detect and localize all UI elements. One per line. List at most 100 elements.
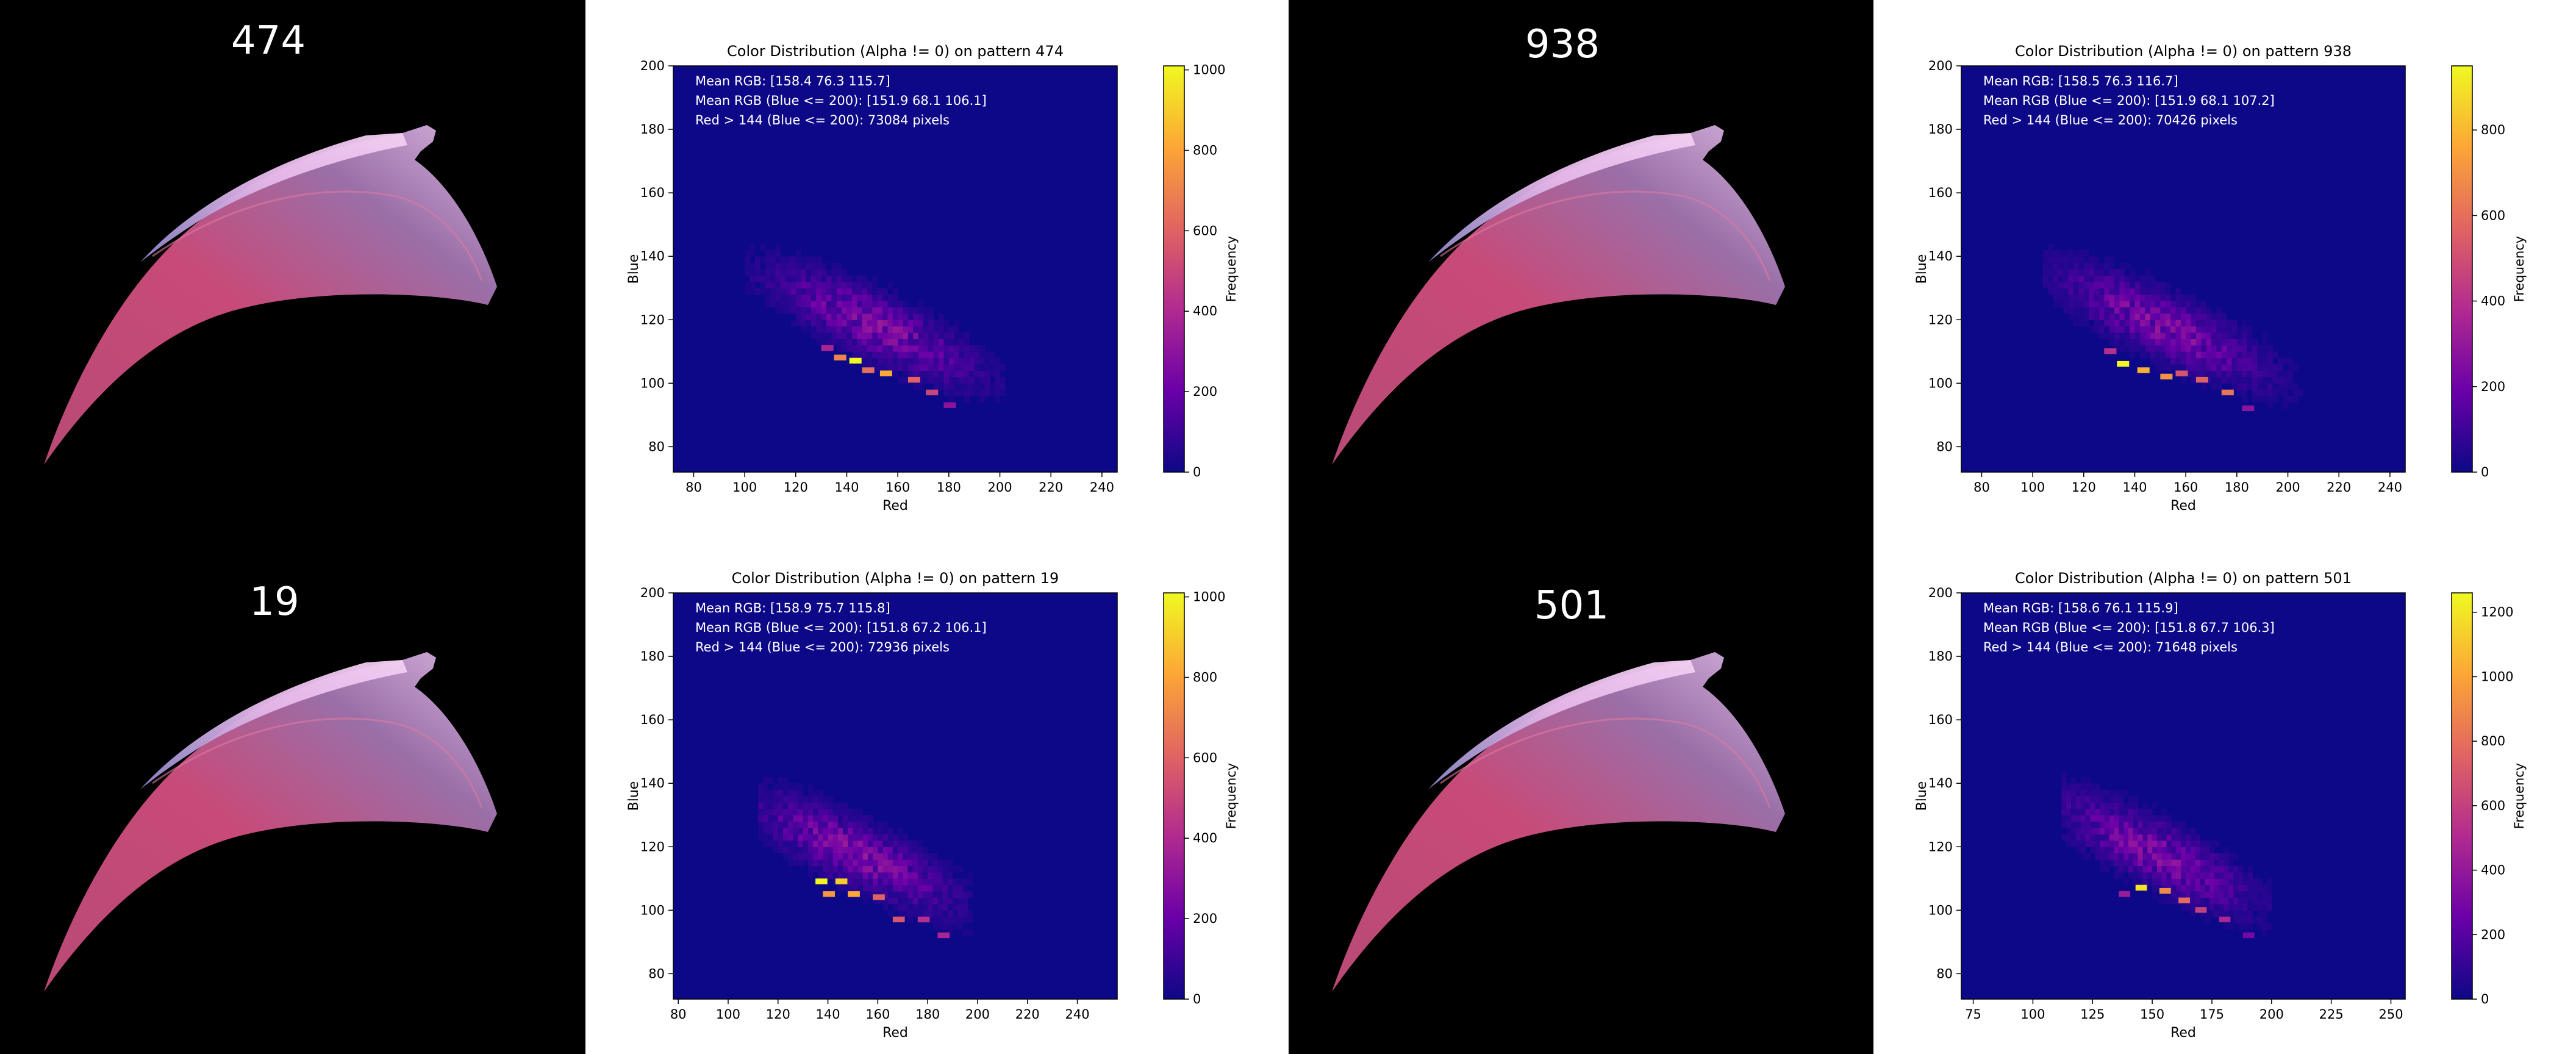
heatmap-cell [831, 320, 837, 327]
heatmap-cell [862, 326, 868, 333]
heatmap-cell [2214, 884, 2220, 892]
heatmap-cell [907, 320, 914, 327]
heatmap-cell [948, 326, 954, 333]
heatmap-cell [807, 783, 814, 790]
heatmap-cell [793, 789, 798, 797]
heatmap-cell [2272, 364, 2278, 371]
heatmap-cell [867, 313, 873, 320]
x-tick-label: 140 [2122, 480, 2147, 495]
heatmap-cell [2209, 847, 2215, 854]
heatmap-cell [957, 891, 963, 898]
heatmap-cell [778, 821, 784, 828]
heatmap-cell [2161, 847, 2167, 854]
heatmap-cell [842, 294, 848, 301]
heatmap-cell [2216, 326, 2222, 333]
x-tick-label: 180 [937, 480, 961, 495]
heatmap-cell [1000, 383, 1006, 390]
heatmap-cell [2134, 326, 2141, 333]
heatmap-cell [810, 301, 817, 307]
heatmap-cell [882, 307, 888, 314]
heatmap-cell [2109, 815, 2114, 822]
heatmap-cell [995, 376, 1001, 384]
heatmap-cell [2119, 339, 2125, 346]
heatmap-cell [2224, 853, 2229, 860]
heatmap-cell [795, 249, 801, 257]
heatmap-cell [2058, 294, 2064, 301]
heatmap-cell [813, 828, 818, 834]
y-tick-label: 140 [1928, 249, 1953, 264]
heatmap-cell [2147, 828, 2153, 834]
heatmap-cell [2201, 313, 2207, 320]
heatmap-cell [2171, 872, 2177, 879]
x-tick-label: 240 [1065, 1007, 1090, 1022]
heatmap-cell [2152, 821, 2158, 828]
heatmap-cell [836, 307, 842, 314]
heatmap-cell [878, 847, 884, 854]
heatmap-cell [2180, 307, 2186, 314]
heatmap-cell [2063, 281, 2069, 289]
heatmap-cell [818, 802, 823, 809]
y-tick-label: 100 [640, 903, 665, 917]
heatmap-cell [842, 339, 848, 346]
heatmap-cell [974, 370, 980, 378]
heatmap-cell [898, 859, 903, 866]
heatmap-cell [2262, 345, 2268, 352]
heatmap-cell [2090, 847, 2095, 854]
heatmap-hotspot [2221, 389, 2234, 396]
heatmap-cell [758, 796, 764, 803]
heatmap-cell [887, 853, 893, 860]
heatmap-cell [780, 294, 786, 301]
heatmap-cell [2109, 847, 2114, 854]
heatmap-cell [943, 389, 950, 396]
heatmap-cell [862, 281, 868, 289]
heatmap-cell [2142, 853, 2148, 860]
heatmap-cell [892, 847, 898, 854]
heatmap-cell [782, 796, 789, 803]
heatmap-cell [2130, 332, 2136, 339]
heatmap-cell [877, 357, 883, 365]
heatmap-cell [898, 332, 904, 339]
heatmap-cell [2206, 376, 2212, 384]
heatmap-cell [2228, 923, 2234, 930]
heatmap-cell [2071, 796, 2077, 803]
plot-area [1961, 66, 2405, 472]
heatmap-cell [907, 903, 914, 911]
x-tick-label: 240 [2378, 480, 2402, 495]
heatmap-cell [2071, 802, 2077, 809]
heatmap-cell [967, 872, 973, 879]
heatmap-cells [745, 243, 1006, 408]
heatmap-cell [943, 320, 950, 327]
heatmap-cell [878, 834, 884, 841]
heatmap-cell [2098, 262, 2105, 270]
heatmap-cell [2145, 313, 2151, 320]
heatmap-cell [2195, 847, 2200, 854]
heatmap-cell [2094, 269, 2100, 276]
heatmap-cell [2124, 301, 2130, 307]
heatmap-cell [770, 262, 776, 270]
heatmap-cell [918, 345, 924, 352]
heatmap-cell [782, 834, 789, 841]
heatmap-cell [882, 903, 889, 911]
heatmap-cell [857, 808, 864, 816]
heatmap-cell [2139, 351, 2145, 359]
heatmap-cell [2228, 878, 2234, 886]
heatmap-cell [813, 853, 818, 860]
heatmap-cell [903, 326, 909, 333]
heatmap-cell [957, 866, 963, 873]
heatmap-cell [790, 275, 796, 282]
heatmap-cell [2166, 866, 2172, 873]
heatmap-cell [2257, 364, 2263, 371]
heatmap-cell [2195, 339, 2202, 346]
heatmap-cell [2216, 383, 2222, 390]
heatmap-cell [2119, 320, 2125, 327]
heatmap-cell [2100, 834, 2105, 841]
heatmap-cell [2186, 370, 2192, 378]
heatmap-cell [768, 834, 774, 841]
heatmap-cell [937, 878, 943, 886]
heatmap-cell [959, 389, 965, 396]
heatmap-cell [842, 301, 848, 307]
heatmap-cell [818, 828, 823, 834]
heatmap-cell [2119, 859, 2124, 866]
heatmap-cell [882, 866, 889, 873]
heatmap-cell [801, 262, 807, 270]
